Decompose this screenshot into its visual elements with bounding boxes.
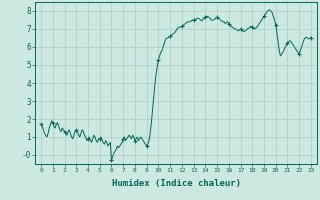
X-axis label: Humidex (Indice chaleur): Humidex (Indice chaleur) [111,179,241,188]
